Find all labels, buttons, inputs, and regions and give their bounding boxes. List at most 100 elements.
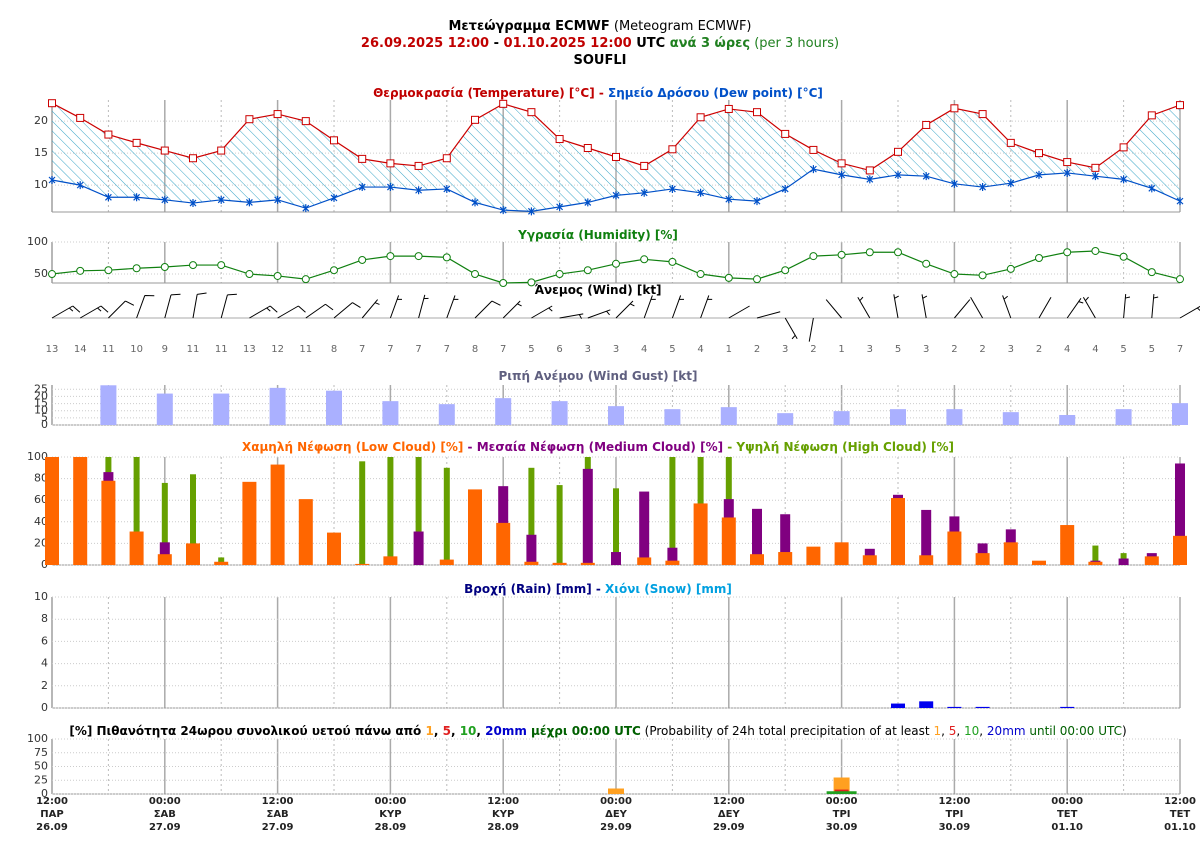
- bar: [752, 508, 762, 565]
- wind-speed-label: 5: [528, 344, 534, 355]
- marker: [866, 175, 874, 184]
- bar: [1088, 561, 1103, 565]
- marker: [499, 279, 508, 287]
- marker: [922, 259, 931, 268]
- marker: [471, 270, 479, 279]
- bar: [1032, 560, 1046, 565]
- marker: [527, 108, 536, 117]
- bar: [73, 457, 88, 565]
- wind-speed-label: 10: [130, 344, 143, 355]
- title-part: Άνεμος (Wind) [kt]: [534, 283, 661, 297]
- bar: [721, 517, 736, 565]
- marker: [894, 248, 902, 257]
- title-part: 5: [443, 724, 451, 738]
- wind-speed-label: 5: [1120, 344, 1126, 355]
- y-tick-label: 0: [41, 418, 48, 431]
- marker: [1006, 138, 1015, 147]
- wind-barb: [825, 299, 842, 319]
- marker: [1063, 248, 1072, 257]
- title: 26.09.2025 12:00 - 01.10.2025 12:00 UTC …: [361, 36, 839, 51]
- title-part: ,: [434, 724, 443, 738]
- title-part: -: [595, 86, 608, 100]
- x-tick-label: 28.09: [487, 822, 519, 833]
- wind-barb: [1038, 296, 1052, 319]
- wind-barb: [643, 295, 656, 319]
- marker: [160, 146, 169, 155]
- wind-speed-label: 14: [74, 344, 87, 355]
- title-part: (Meteogram ECMWF): [610, 19, 752, 34]
- title-part: ,: [956, 724, 964, 738]
- marker: [979, 183, 987, 192]
- x-tick-label: ΠΑΡ: [40, 809, 63, 820]
- y-tick-label: 80: [34, 472, 48, 485]
- marker: [753, 275, 761, 284]
- title-part: SOUFLI: [574, 53, 627, 68]
- wind-speed-label: 11: [299, 344, 312, 355]
- wind-speed-label: 13: [46, 344, 59, 355]
- bar: [526, 534, 537, 565]
- marker: [358, 255, 367, 264]
- bar: [750, 554, 764, 565]
- bar: [777, 413, 794, 425]
- y-tick-label: 10: [34, 178, 48, 191]
- wind-barb: [954, 299, 971, 319]
- marker: [1176, 197, 1184, 206]
- y-tick-label: 0: [41, 558, 48, 571]
- x-tick-label: 00:00: [600, 796, 632, 807]
- bar: [387, 457, 394, 565]
- marker: [696, 270, 705, 279]
- wind-barb: [305, 303, 334, 319]
- bar: [269, 387, 286, 425]
- title-part: -: [463, 440, 476, 454]
- bar: [355, 563, 370, 565]
- bar: [156, 393, 173, 425]
- bar: [382, 401, 399, 425]
- bar: [443, 467, 450, 565]
- marker: [1035, 170, 1043, 179]
- marker: [301, 117, 310, 126]
- x-tick-label: 29.09: [600, 822, 632, 833]
- marker: [386, 159, 395, 168]
- marker: [753, 108, 761, 117]
- x-tick-label: 12:00: [713, 796, 745, 807]
- wind-barb: [249, 305, 278, 319]
- bar: [100, 385, 117, 425]
- bar: [637, 557, 652, 565]
- wind-speed-label: 12: [271, 344, 284, 355]
- x-tick-label: 00:00: [826, 796, 858, 807]
- marker: [781, 266, 790, 275]
- marker: [217, 261, 226, 270]
- bar: [438, 404, 455, 425]
- y-tick-label: 25: [34, 382, 48, 395]
- wind-barb: [192, 292, 207, 319]
- bar: [468, 489, 482, 565]
- wind-barb: [1151, 294, 1159, 319]
- wind-speed-label: 2: [979, 344, 985, 355]
- wind-speed-label: 3: [782, 344, 788, 355]
- x-tick-label: 12:00: [938, 796, 970, 807]
- marker: [274, 195, 282, 204]
- bar: [101, 480, 116, 565]
- bar: [720, 407, 737, 425]
- bar: [242, 481, 257, 565]
- marker: [922, 172, 930, 181]
- wind-speed-label: 7: [415, 344, 421, 355]
- wind-speed-label: 1: [726, 344, 732, 355]
- y-tick-label: 100: [27, 450, 48, 463]
- marker: [950, 270, 959, 279]
- marker: [1176, 101, 1184, 110]
- marker: [358, 183, 366, 192]
- marker: [442, 253, 451, 262]
- y-tick-label: 0: [41, 787, 48, 800]
- bar: [890, 409, 906, 425]
- title-part: 5: [949, 724, 957, 738]
- bar: [667, 547, 678, 565]
- marker: [668, 257, 677, 266]
- bar: [214, 561, 229, 565]
- title-part: [%] Πιθανότητα 24ωρου συνολικού υετού πά…: [69, 724, 425, 738]
- marker: [555, 135, 564, 144]
- wind-barb: [808, 317, 814, 342]
- bar: [580, 562, 595, 565]
- marker: [1007, 179, 1015, 188]
- bar: [159, 542, 170, 565]
